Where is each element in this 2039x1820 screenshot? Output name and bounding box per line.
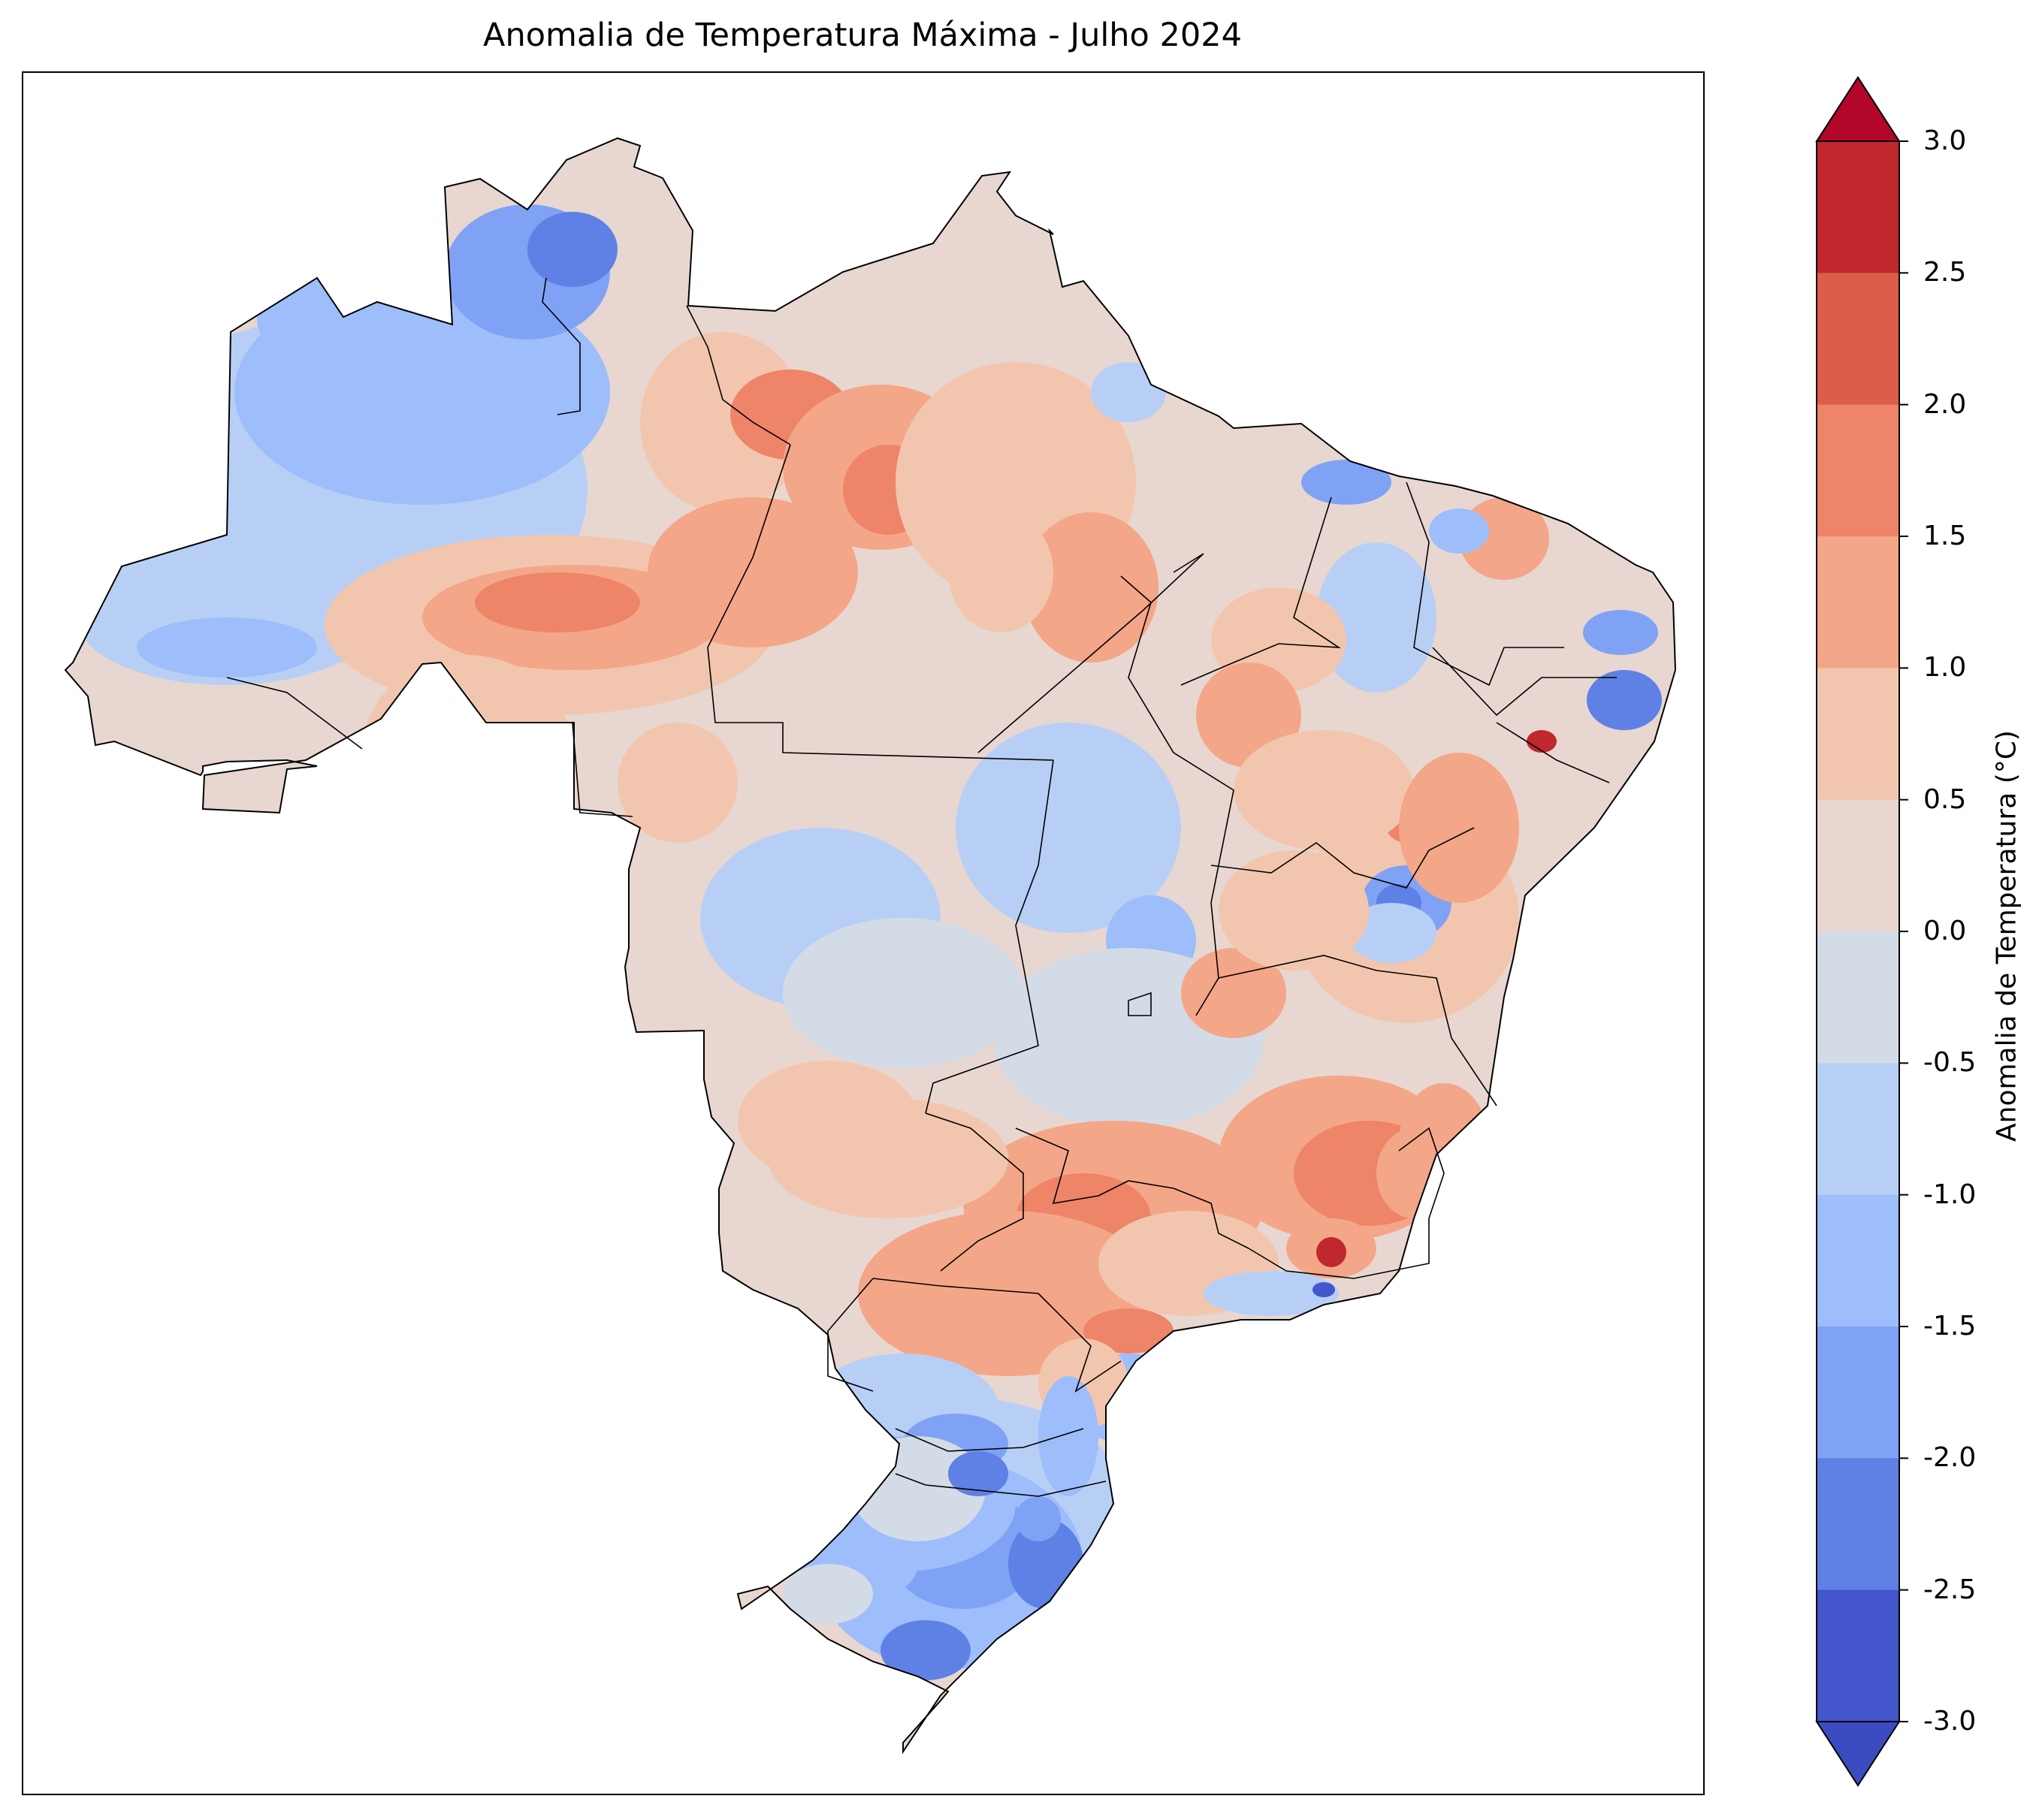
- state-border: [1406, 481, 1564, 687]
- colorbar: [1815, 76, 1908, 1787]
- brazil-anomaly-map: [64, 137, 1677, 1755]
- state-border: [977, 553, 1204, 753]
- state-border: [1120, 575, 1234, 1016]
- anomaly-contour: [948, 512, 1053, 632]
- state-border: [542, 277, 581, 415]
- anomaly-contour: [1583, 610, 1658, 655]
- state-border: [1015, 1127, 1249, 1249]
- anomaly-contour: [1038, 1376, 1098, 1496]
- state-border: [925, 1112, 1024, 1272]
- colorbar-tick-label: -0.5: [1923, 1047, 1977, 1079]
- map-panel: [22, 71, 1705, 1795]
- colorbar-tick-label: -1.0: [1923, 1179, 1977, 1210]
- anomaly-contour: [1346, 903, 1436, 963]
- anomaly-fill-layer: [65, 138, 1675, 1752]
- anomaly-contour: [948, 1451, 1008, 1496]
- anomaly-contour: [1527, 730, 1557, 753]
- anomaly-contour: [918, 1241, 1083, 1331]
- anomaly-contour: [978, 182, 1068, 302]
- colorbar-tick-label: 2.5: [1923, 257, 1967, 288]
- colorbar-extend-min: [1815, 1721, 1901, 1787]
- anomaly-contour: [475, 572, 640, 632]
- colorbar-tick-label: 0.5: [1923, 783, 1967, 815]
- state-border: [895, 1428, 1084, 1452]
- state-border: [226, 677, 363, 750]
- colorbar-segment: [1817, 1589, 1899, 1722]
- colorbar-tick-label: -3.0: [1923, 1706, 1977, 1737]
- map-title: Anomalia de Temperatura Máxima - Julho 2…: [483, 17, 1242, 54]
- colorbar-tick-label: 0.0: [1923, 916, 1967, 946]
- anomaly-contour: [1399, 1083, 1489, 1203]
- colorbar-tick-label: 3.0: [1923, 125, 1967, 156]
- colorbar-extend-max: [1815, 76, 1901, 142]
- state-border: [1248, 1127, 1445, 1279]
- anomaly-contour: [881, 1620, 971, 1680]
- anomaly-contour: [1429, 509, 1489, 554]
- colorbar-tick-label: 1.5: [1923, 521, 1967, 551]
- state-border: [707, 444, 1054, 761]
- colorbar-segment: [1817, 1458, 1899, 1591]
- colorbar-segment: [1817, 404, 1899, 537]
- colorbar-tick-label: 1.0: [1923, 652, 1967, 684]
- anomaly-contour: [527, 212, 618, 287]
- state-border: [925, 759, 1054, 1114]
- colorbar-segment: [1817, 536, 1899, 669]
- colorbar-segment: [1817, 273, 1899, 406]
- anomaly-contour: [618, 723, 738, 843]
- colorbar-segment: [1817, 1327, 1899, 1459]
- anomaly-contour: [783, 1564, 873, 1624]
- anomaly-contour: [1219, 850, 1369, 970]
- anomaly-contour: [1234, 730, 1414, 850]
- state-border: [827, 1278, 874, 1392]
- colorbar-tick-label: 2.0: [1923, 388, 1967, 420]
- colorbar-tick-label: -2.5: [1923, 1574, 1977, 1605]
- state-border: [686, 305, 791, 445]
- colorbar-tick-label: -1.5: [1923, 1311, 1977, 1342]
- state-borders: [226, 277, 1617, 1497]
- colorbar-segment: [1817, 931, 1899, 1064]
- anomaly-contour: [1091, 362, 1166, 422]
- colorbar-segment: [1817, 141, 1899, 273]
- anomaly-contour: [1204, 1271, 1339, 1316]
- anomaly-contour: [1587, 670, 1662, 730]
- colorbar-segment: [1817, 799, 1899, 932]
- anomaly-contour: [1316, 542, 1436, 693]
- anomaly-contour: [257, 249, 452, 385]
- state-border: [1128, 991, 1152, 1016]
- anomaly-contour: [1083, 1308, 1174, 1354]
- anomaly-contour: [1313, 1282, 1335, 1297]
- anomaly-contour: [1181, 948, 1286, 1038]
- anomaly-contour: [1316, 1237, 1346, 1267]
- colorbar-tick-label: -2.0: [1923, 1442, 1977, 1474]
- colorbar-segment: [1817, 1194, 1899, 1327]
- colorbar-label: Anomalia de Temperatura (°C): [1991, 730, 2022, 1142]
- anomaly-contour: [362, 655, 572, 850]
- anomaly-contour: [1001, 760, 1121, 865]
- country-outline: [64, 137, 1677, 1755]
- state-border: [1432, 647, 1617, 717]
- anomaly-contour: [1016, 1496, 1061, 1541]
- state-border: [872, 1278, 1122, 1393]
- anomaly-contour: [1399, 753, 1519, 903]
- anomaly-contour: [1023, 512, 1158, 663]
- anomaly-contour: [648, 497, 858, 647]
- anomaly-contour: [422, 753, 542, 843]
- state-border: [895, 1473, 1107, 1497]
- anomaly-contour: [738, 1061, 918, 1181]
- state-border: [1218, 955, 1497, 1106]
- colorbar-segment: [1817, 668, 1899, 801]
- state-border: [1210, 827, 1475, 889]
- anomaly-contour: [137, 617, 317, 678]
- anomaly-contour: [1301, 460, 1391, 505]
- colorbar-segment: [1817, 1063, 1899, 1196]
- state-border: [1180, 497, 1341, 686]
- anomaly-contour: [783, 918, 1023, 1068]
- state-border: [1496, 722, 1610, 783]
